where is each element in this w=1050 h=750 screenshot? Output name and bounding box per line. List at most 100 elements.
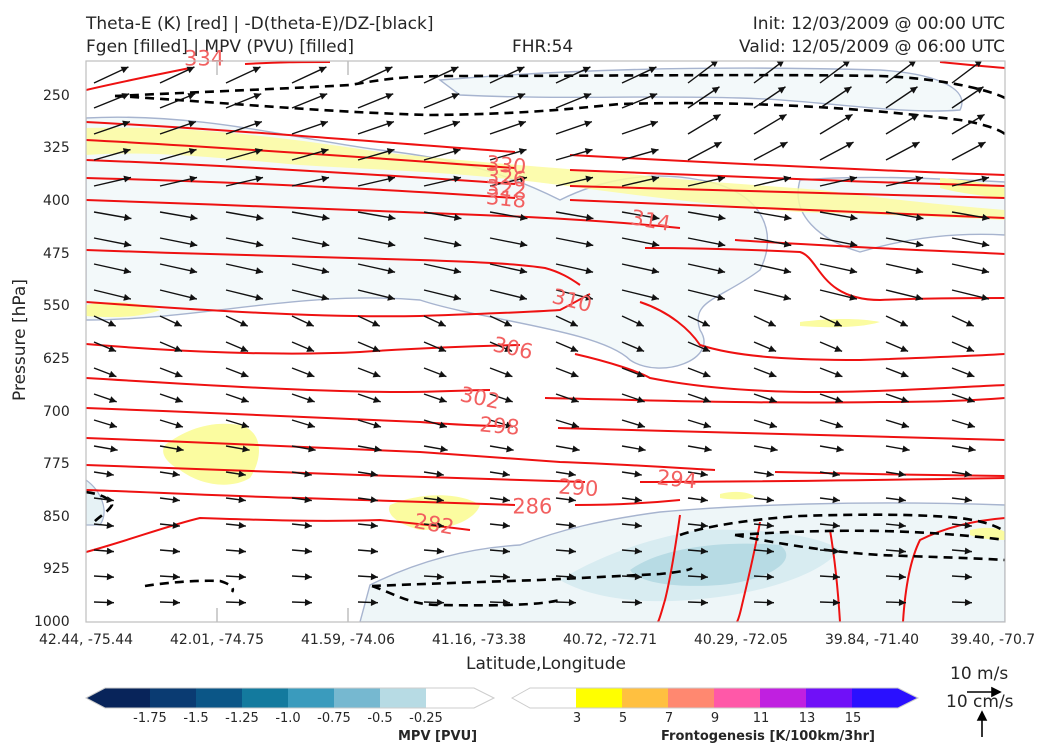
wind-vector-head: [318, 66, 327, 74]
wind-vector-head: [189, 240, 198, 248]
wind-vector-head: [898, 547, 906, 555]
wind-vector-head: [964, 547, 972, 555]
wind-vector-head: [437, 320, 446, 327]
wind-vector-head: [506, 445, 514, 453]
wind-vector-head: [570, 345, 579, 352]
wind-vector-head: [252, 66, 261, 74]
wind-vector-head: [845, 142, 854, 149]
wind-vector-head: [255, 213, 264, 221]
wind-vector-head: [717, 240, 726, 248]
wind-vector-head: [634, 573, 642, 581]
wind-vector-head: [453, 267, 462, 275]
wind-vector-head: [783, 175, 792, 183]
title-line-1: Theta-E (K) [red] | -D(theta-E)/DZ-[blac…: [86, 14, 434, 34]
mpv-colorbar-tick: -0.75: [317, 711, 351, 726]
wind-vector-head: [836, 445, 844, 453]
wind-vector-head: [306, 345, 315, 352]
wind-vector-head: [702, 345, 711, 352]
wind-vector-head: [319, 93, 328, 100]
wind-vector-head: [783, 293, 791, 301]
theta-e-contour: [86, 377, 1005, 404]
wind-vector-head: [238, 470, 246, 478]
wind-vector-head: [834, 370, 843, 378]
wind-vector-head: [572, 445, 580, 453]
theta-e-label: 326: [485, 164, 527, 192]
wind-vector-head: [649, 93, 658, 100]
wind-vector-head: [711, 86, 720, 94]
vector-key-horizontal: 10 m/s: [950, 664, 1009, 684]
y-tick: 475: [43, 246, 70, 262]
wind-vector-head: [451, 93, 460, 100]
wind-vector-head: [189, 175, 198, 183]
wind-vector-head: [712, 114, 721, 122]
wind-vector-head: [651, 175, 660, 183]
wind-vector-head: [374, 445, 382, 453]
y-tick: 1000: [34, 614, 70, 630]
wind-vector-head: [370, 573, 378, 581]
x-axis-label: Latitude,Longitude: [466, 654, 626, 674]
wind-vector-head: [766, 547, 774, 555]
fgen-colorbar-tick: 9: [710, 711, 720, 726]
x-tick: 42.01, -74.75: [169, 632, 265, 648]
wind-vector-head: [768, 396, 777, 403]
wind-vector-head: [915, 240, 924, 248]
wind-vector-head: [783, 267, 792, 275]
wind-vector-head: [188, 120, 196, 128]
wind-vector-head: [849, 175, 858, 183]
wind-vector-head: [832, 598, 840, 606]
wind-vector-head: [915, 213, 924, 221]
wind-vector-head: [120, 66, 129, 74]
wind-vector-head: [909, 86, 918, 94]
wind-vector-head: [651, 213, 660, 221]
wind-vector-head: [783, 240, 792, 248]
wind-vector-head: [502, 496, 510, 504]
wind-vector-head: [519, 293, 527, 301]
wind-vector-head: [583, 93, 592, 100]
wind-vector-head: [571, 421, 579, 429]
y-tick: 400: [43, 193, 70, 209]
wind-vector-head: [713, 142, 722, 149]
init-time: Init: 12/03/2009 @ 00:00 UTC: [752, 14, 1005, 34]
wind-vector-head: [255, 267, 264, 275]
wind-vector-head: [832, 573, 840, 581]
mpv-fill-region: [630, 543, 787, 586]
wind-vector-head: [911, 142, 920, 149]
wind-vector-head: [174, 345, 183, 352]
wind-vector-head: [769, 421, 777, 429]
wind-vector-head: [898, 573, 906, 581]
wind-vector-head: [519, 213, 528, 221]
wind-vector-head: [585, 240, 594, 248]
wind-vector-head: [766, 521, 774, 529]
theta-e-label: 290: [558, 474, 600, 501]
wind-vector-head: [253, 93, 262, 100]
wind-vector-head: [516, 66, 525, 74]
wind-vector-head: [189, 213, 198, 221]
wind-vector-head: [779, 142, 788, 149]
wind-vector-head: [439, 421, 447, 429]
wind-vector-head: [121, 93, 130, 100]
wind-vector-head: [173, 320, 182, 327]
wind-vector-head: [768, 345, 777, 352]
x-tick: 41.59, -74.06: [300, 632, 396, 648]
wind-vector-head: [255, 293, 263, 301]
wind-vector-head: [585, 267, 594, 275]
fgen-colorbar-tick: 3: [572, 711, 582, 726]
wind-vector-head: [321, 240, 330, 248]
wind-vector-head: [634, 521, 642, 529]
wind-vector-head: [584, 120, 592, 128]
wind-vector-head: [452, 120, 460, 128]
wind-vector-head: [700, 496, 708, 504]
theta-e-contour: [86, 121, 1005, 176]
wind-vector-head: [977, 142, 986, 149]
fgen-fill-region: [86, 127, 1005, 220]
x-tick: 39.84, -71.40: [824, 632, 920, 648]
wind-vector-head: [109, 421, 117, 429]
wind-vector-head: [519, 240, 528, 248]
wind-vector-head: [321, 175, 330, 183]
mpv-colorbar-tick: -1.75: [133, 711, 167, 726]
wind-vector-head: [835, 421, 843, 429]
wind-vector-head: [650, 120, 658, 128]
wind-vector-head: [172, 496, 180, 504]
wind-vector-head: [502, 573, 510, 581]
wind-vector-head: [702, 396, 711, 403]
